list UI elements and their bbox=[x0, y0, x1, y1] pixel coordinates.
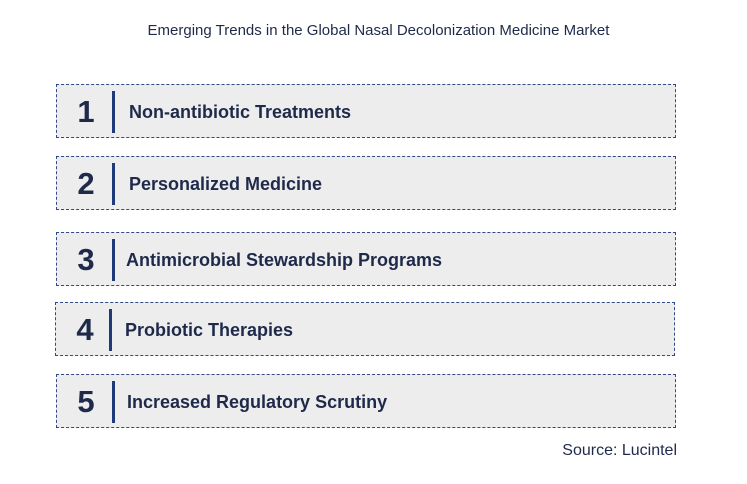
trend-number: 4 bbox=[76, 312, 94, 347]
trend-label: Antimicrobial Stewardship Programs bbox=[126, 250, 443, 270]
trend-number: 3 bbox=[77, 242, 95, 277]
trend-divider bbox=[112, 91, 115, 133]
trend-divider bbox=[112, 163, 115, 205]
trend-label: Probiotic Therapies bbox=[125, 320, 294, 340]
trend-number: 5 bbox=[77, 384, 95, 419]
trend-item-3: 3 Antimicrobial Stewardship Programs bbox=[56, 232, 676, 286]
diagram-title: Emerging Trends in the Global Nasal Deco… bbox=[147, 22, 610, 39]
trend-number: 2 bbox=[77, 166, 95, 201]
trend-number: 1 bbox=[77, 94, 95, 129]
trend-item-4: 4 Probiotic Therapies bbox=[55, 302, 675, 356]
trend-label: Increased Regulatory Scrutiny bbox=[127, 392, 388, 412]
trend-item-1: 1 Non-antibiotic Treatments bbox=[56, 84, 676, 138]
trend-label: Non-antibiotic Treatments bbox=[129, 102, 352, 122]
trend-item-2: 2 Personalized Medicine bbox=[56, 156, 676, 210]
trend-divider bbox=[112, 239, 115, 281]
trend-item-5: 5 Increased Regulatory Scrutiny bbox=[56, 374, 676, 428]
trend-divider bbox=[112, 381, 115, 423]
trend-divider bbox=[109, 309, 112, 351]
source-credit: Source: Lucintel bbox=[562, 442, 677, 459]
trend-label: Personalized Medicine bbox=[129, 174, 323, 194]
